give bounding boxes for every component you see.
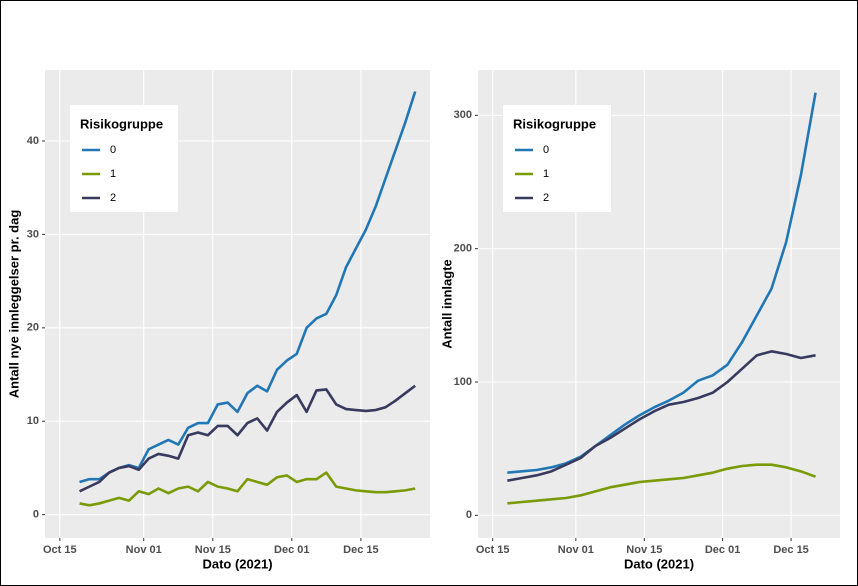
x-tick-label: Oct 15 <box>476 544 510 556</box>
x-tick-label: Nov 15 <box>195 544 231 556</box>
x-tick-label: Nov 01 <box>558 544 594 556</box>
y-tick-label: 0 <box>33 509 39 521</box>
x-tick-label: Nov 01 <box>126 544 162 556</box>
series-line <box>507 463 816 505</box>
legend-label: 2 <box>543 192 549 204</box>
x-tick-label: Nov 15 <box>626 544 662 556</box>
legend-box <box>503 105 611 212</box>
y-tick-label: 40 <box>27 135 39 147</box>
series-line <box>507 350 816 482</box>
legend-title: Risikogruppe <box>513 116 596 131</box>
legend-box <box>70 105 178 212</box>
y-tick-label: 10 <box>27 415 39 427</box>
x-tick-label: Dec 01 <box>705 544 740 556</box>
y-tick-label: 200 <box>454 243 472 255</box>
x-tick-label: Dec 15 <box>343 544 378 556</box>
y-tick-label: 300 <box>454 109 472 121</box>
legend-title: Risikogruppe <box>80 116 163 131</box>
legend-label: 1 <box>543 168 549 180</box>
y-axis-label: Antall innlagte <box>439 259 454 349</box>
series-line <box>78 384 416 493</box>
series-line <box>507 92 817 474</box>
x-tick-label: Dec 15 <box>773 544 808 556</box>
x-axis-label: Dato (2021) <box>202 556 272 571</box>
legend-label: 1 <box>110 168 116 180</box>
legend-label: 0 <box>110 144 116 156</box>
series-line <box>79 471 416 507</box>
x-tick-label: Dec 01 <box>274 544 309 556</box>
y-axis-label: Antall nye innleggelser pr. dag <box>6 210 21 399</box>
y-tick-label: 30 <box>27 228 39 240</box>
x-tick-label: Oct 15 <box>43 544 77 556</box>
legend-label: 0 <box>543 144 549 156</box>
y-tick-label: 20 <box>27 322 39 334</box>
series-line <box>79 91 417 484</box>
x-axis-label: Dato (2021) <box>624 556 694 571</box>
y-tick-label: 0 <box>466 509 472 521</box>
legend-label: 2 <box>110 192 116 204</box>
y-tick-label: 100 <box>454 376 472 388</box>
